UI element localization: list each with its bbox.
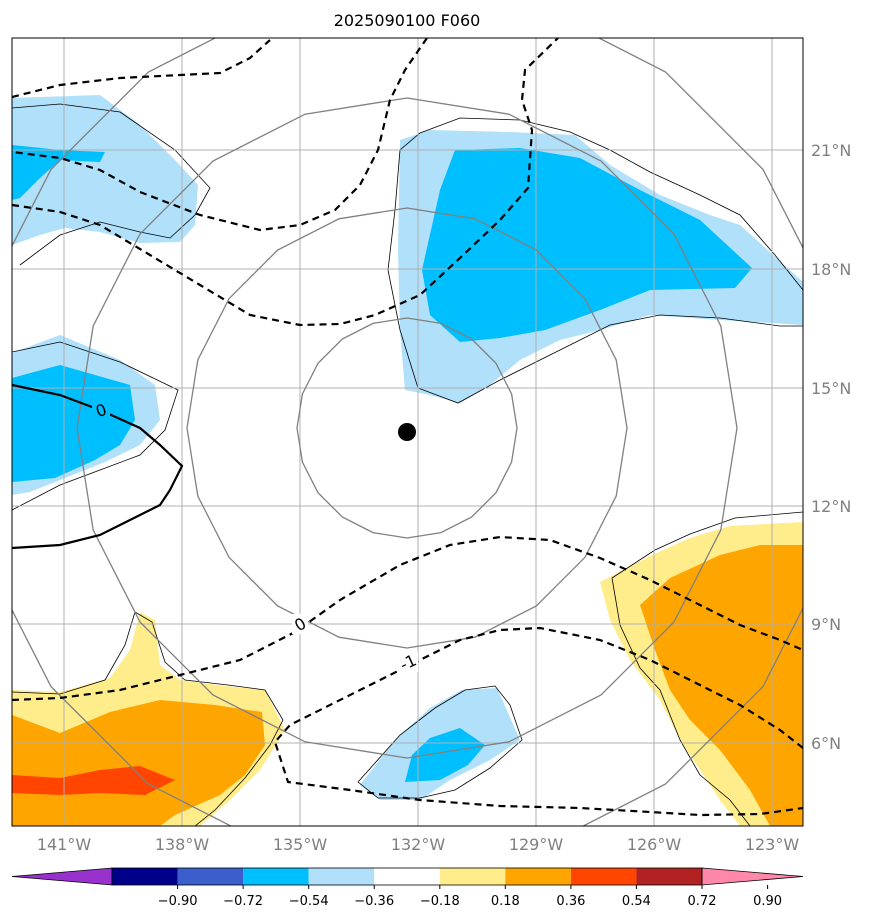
lon-tick-labels: 141°W 138°W 135°W 132°W 129°W 126°W 123°…: [37, 835, 800, 854]
shade-red-sw: [12, 766, 175, 795]
lat-tick-label: 15°N: [811, 379, 851, 398]
lon-tick-label: 135°W: [273, 835, 328, 854]
colorbar-tick-label: 0.72: [688, 894, 717, 909]
colorbar-segment: [112, 868, 178, 885]
colorbar-tick-label: −0.54: [289, 894, 329, 909]
dashed-contour-zero: [12, 535, 803, 702]
range-rings: [12, 38, 803, 826]
shade-blue-s: [405, 728, 485, 782]
colorbar-segment: [439, 868, 506, 885]
range-ring: [76, 97, 738, 759]
colorbar-segment: [374, 868, 440, 885]
colorbar-tick-label: −0.90: [158, 894, 198, 909]
lon-tick-label: 129°W: [509, 835, 564, 854]
dashed-contour-top-mid: [12, 38, 428, 232]
colorbar-tick-label: −0.72: [223, 894, 263, 909]
shade-light-blue-nw: [12, 95, 198, 245]
map-area: 0 0 -1: [12, 38, 803, 826]
colorbar-tick-label: 0.54: [622, 894, 651, 909]
lon-tick-label: 141°W: [37, 835, 92, 854]
chart-title: 2025090100 F060: [334, 11, 481, 30]
colorbar-segment: [570, 868, 637, 885]
thin-contour-nw: [12, 103, 211, 266]
lat-tick-labels: 21°N 18°N 15°N 12°N 9°N 6°N: [811, 141, 851, 753]
contour-label-bg: [92, 399, 110, 419]
colorbar-segment: [636, 868, 702, 885]
shade-blue-w: [12, 365, 135, 482]
thin-contour-sw: [12, 611, 284, 826]
lat-tick-label: 18°N: [811, 260, 851, 279]
lat-tick-label: 12°N: [811, 497, 851, 516]
contour-labels: 0 0 -1: [92, 399, 419, 674]
colorbar-extend-low: [11, 867, 113, 886]
gridlines: [12, 38, 803, 826]
dashed-contour-left: [12, 38, 559, 327]
lon-tick-label: 126°W: [627, 835, 682, 854]
lat-tick-label: 9°N: [811, 615, 841, 634]
thin-contour-s: [357, 685, 523, 799]
contour-label-minus-one: -1: [397, 650, 419, 674]
colorbar-tick-label: 0.36: [556, 894, 585, 909]
lon-tick-label: 138°W: [155, 835, 210, 854]
map-frame: [11, 37, 804, 827]
lon-tick-label: 123°W: [745, 835, 800, 854]
lat-tick-label: 6°N: [811, 734, 841, 753]
range-ring: [296, 317, 518, 539]
lon-tick-label: 132°W: [391, 835, 446, 854]
colorbar: −0.90 −0.72 −0.54 −0.36 −0.18 0.18 0.36 0.54 0.7…: [11, 867, 804, 909]
colorbar-tick-label: 0.18: [491, 894, 520, 909]
colorbar-segment: [308, 868, 375, 885]
colorbar-segment: [505, 868, 571, 885]
colorbar-segment: [177, 868, 244, 885]
shade-blue-ne: [422, 148, 752, 342]
lat-tick-label: 21°N: [811, 141, 851, 160]
shade-blue-nw: [12, 145, 105, 200]
shade-orange-se: [640, 545, 803, 826]
colorbar-segment: [243, 868, 309, 885]
colorbar-tick-label: −0.36: [354, 894, 394, 909]
dashed-contour-minus-one: [273, 626, 803, 817]
colorbar-extend-high: [701, 867, 804, 886]
contour-label-bg: [398, 652, 418, 672]
dashed-contours: [12, 38, 803, 817]
shade-orange-sw: [12, 700, 265, 826]
range-ring: [186, 207, 628, 649]
storm-center-marker: [398, 423, 416, 441]
contour-label-bg: [292, 614, 308, 634]
thin-contour-se: [611, 511, 803, 826]
colorbar-tick-label: −0.18: [420, 894, 460, 909]
shading-layer: [12, 95, 803, 826]
thin-contour-w: [12, 341, 179, 511]
colorbar-tick-label: 0.90: [753, 894, 782, 909]
dashed-contour-top-left: [12, 39, 271, 99]
colorbar-outline: [111, 867, 703, 886]
range-ring: [12, 38, 803, 826]
